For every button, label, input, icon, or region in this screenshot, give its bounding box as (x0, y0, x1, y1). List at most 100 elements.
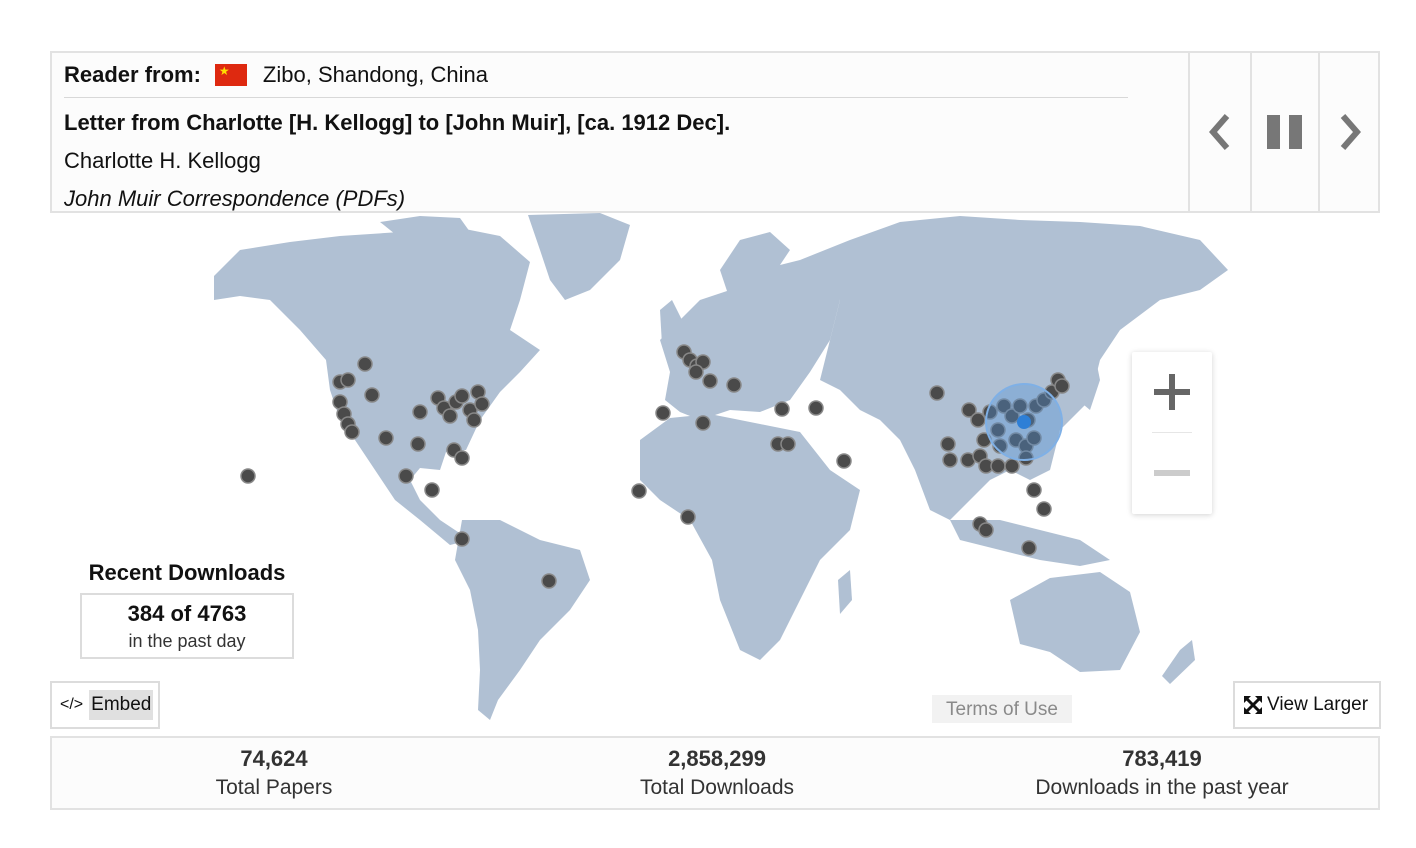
download-marker[interactable] (442, 408, 458, 424)
download-marker[interactable] (680, 509, 696, 525)
download-marker[interactable] (942, 452, 958, 468)
download-marker[interactable] (1026, 430, 1042, 446)
australia (1010, 572, 1140, 672)
download-marker[interactable] (940, 436, 956, 452)
chevron-left-icon (1209, 114, 1230, 150)
scandinavia (720, 232, 790, 300)
download-marker[interactable] (961, 402, 977, 418)
download-marker[interactable] (364, 387, 380, 403)
greenland (528, 213, 630, 300)
paper-title[interactable]: Letter from Charlotte [H. Kellogg] to [J… (64, 110, 731, 135)
download-marker[interactable] (1036, 501, 1052, 517)
download-marker[interactable] (1021, 540, 1037, 556)
download-marker[interactable] (970, 412, 986, 428)
download-marker[interactable] (996, 398, 1012, 414)
stat-total-downloads: 2,858,299 Total Downloads (597, 746, 837, 800)
download-marker[interactable] (688, 364, 704, 380)
south-america (455, 520, 590, 720)
download-marker[interactable] (340, 372, 356, 388)
download-marker[interactable] (344, 424, 360, 440)
stat-label: Downloads in the past year (1035, 776, 1289, 799)
download-marker[interactable] (466, 412, 482, 428)
british-isles (660, 300, 682, 350)
download-marker[interactable] (978, 522, 994, 538)
asia (800, 216, 1228, 520)
china-flag-icon: ★ (214, 64, 247, 86)
recent-downloads-count: 384 of 4763 (127, 601, 247, 626)
download-marker[interactable] (990, 422, 1006, 438)
view-larger-button[interactable]: View Larger (1233, 681, 1381, 729)
download-marker[interactable] (410, 436, 426, 452)
stat-value: 2,858,299 (668, 746, 766, 771)
download-marker[interactable] (808, 400, 824, 416)
stat-downloads-past-year: 783,419 Downloads in the past year (1012, 746, 1312, 800)
download-marker[interactable] (240, 468, 256, 484)
download-marker[interactable] (1054, 378, 1070, 394)
zoom-divider (1152, 432, 1192, 433)
arctic-islands (380, 216, 470, 240)
download-marker[interactable] (780, 436, 796, 452)
download-marker[interactable] (474, 396, 490, 412)
pause-icon (1267, 115, 1302, 149)
download-marker[interactable] (357, 356, 373, 372)
recent-downloads-subtitle: in the past day (128, 631, 246, 651)
new-zealand (1162, 640, 1195, 684)
reader-panel: Reader from: ★ Zibo, Shandong, China Let… (50, 51, 1380, 213)
plus-icon (1154, 374, 1190, 410)
download-marker[interactable] (1026, 482, 1042, 498)
embed-label: Embed (89, 690, 154, 720)
download-marker[interactable] (1004, 408, 1020, 424)
zoom-out-button[interactable] (1132, 433, 1212, 513)
download-marker[interactable] (454, 388, 470, 404)
next-button[interactable] (1318, 53, 1380, 211)
download-marker[interactable] (1004, 458, 1020, 474)
stat-value: 783,419 (1122, 746, 1202, 771)
code-icon: </> (60, 696, 84, 713)
paper-collection[interactable]: John Muir Correspondence (PDFs) (64, 186, 406, 211)
download-marker[interactable] (412, 404, 428, 420)
pause-button[interactable] (1250, 53, 1318, 211)
download-marker[interactable] (836, 453, 852, 469)
download-markers (240, 344, 1070, 589)
embed-button[interactable]: </> Embed (50, 681, 160, 729)
land-masses (214, 213, 1228, 720)
download-marker[interactable] (424, 482, 440, 498)
terms-of-use-link[interactable]: Terms of Use (932, 695, 1072, 723)
download-marker[interactable] (695, 415, 711, 431)
recent-downloads-box: 384 of 4763 in the past day (80, 593, 294, 659)
download-marker[interactable] (774, 401, 790, 417)
zoom-control (1132, 352, 1212, 514)
download-marker[interactable] (929, 385, 945, 401)
download-marker[interactable] (726, 377, 742, 393)
download-marker[interactable] (454, 450, 470, 466)
minus-icon (1154, 470, 1190, 476)
stat-value: 74,624 (240, 746, 308, 771)
download-marker[interactable] (398, 468, 414, 484)
reader-info: Reader from: ★ Zibo, Shandong, China Let… (64, 53, 1128, 212)
reader-location-row: Reader from: ★ Zibo, Shandong, China (64, 53, 1128, 98)
zoom-in-button[interactable] (1132, 352, 1212, 432)
view-larger-label: View Larger (1267, 694, 1369, 715)
download-marker[interactable] (631, 483, 647, 499)
japan (1078, 350, 1100, 410)
reader-location: Zibo, Shandong, China (262, 62, 488, 87)
stats-bar: 74,624 Total Papers 2,858,299 Total Down… (50, 736, 1380, 810)
stat-label: Total Downloads (639, 776, 795, 799)
paper-author: Charlotte H. Kellogg (64, 148, 261, 173)
download-marker[interactable] (541, 573, 557, 589)
download-marker[interactable] (378, 430, 394, 446)
north-america (214, 226, 540, 545)
previous-button[interactable] (1188, 53, 1250, 211)
expand-icon (1243, 695, 1263, 715)
stat-label: Total Papers (215, 776, 333, 799)
download-marker[interactable] (454, 531, 470, 547)
download-marker[interactable] (702, 373, 718, 389)
highlight-marker (985, 383, 1063, 461)
reader-label: Reader from: (64, 62, 201, 87)
download-marker[interactable] (990, 458, 1006, 474)
africa (640, 414, 860, 660)
download-marker[interactable] (655, 405, 671, 421)
world-map[interactable] (50, 213, 1380, 733)
download-marker[interactable] (1012, 398, 1028, 414)
madagascar (838, 570, 852, 614)
